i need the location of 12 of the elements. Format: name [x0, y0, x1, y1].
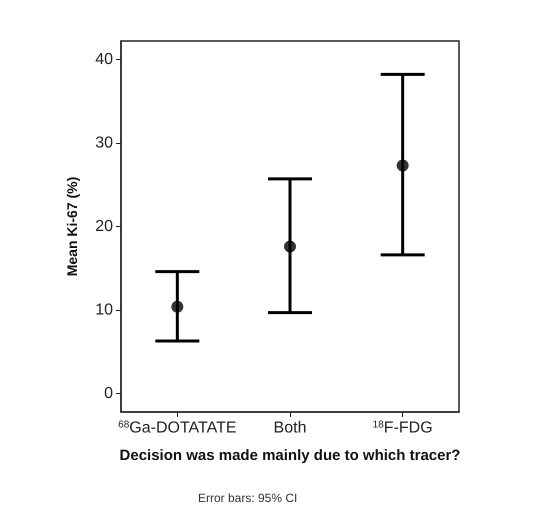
- y-tick-label: 10: [95, 302, 114, 319]
- point: [284, 240, 296, 253]
- y-tick-label: 0: [104, 385, 114, 402]
- point: [171, 300, 184, 313]
- y-tick-label: 30: [95, 134, 114, 152]
- y-tick-label: 40: [95, 50, 114, 68]
- point: [396, 160, 409, 172]
- y-axis-title: Mean Ki-67 (%): [64, 176, 80, 276]
- x-tick-label: Both: [274, 420, 306, 436]
- text: Error bars: 95% CI: [198, 491, 298, 505]
- y-tick-label: 20: [95, 218, 114, 235]
- x-axis-title: Decision was made mainly due to which tracer?: [120, 447, 460, 464]
